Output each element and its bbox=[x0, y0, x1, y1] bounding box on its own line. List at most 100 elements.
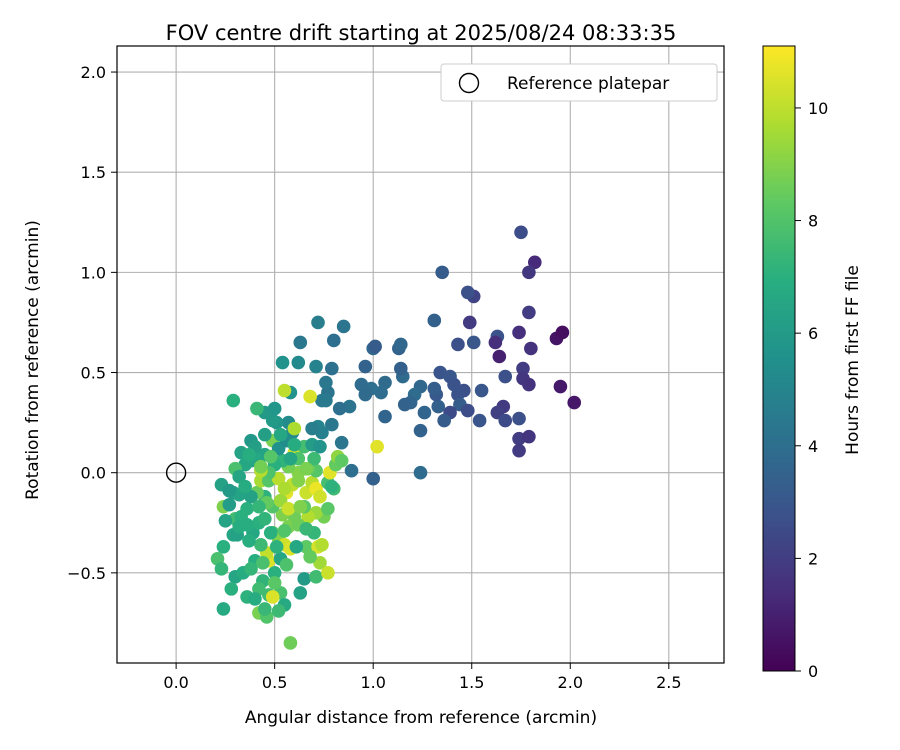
colorbar-tick-label: 10 bbox=[808, 99, 828, 118]
points-layer bbox=[165, 225, 582, 650]
y-tick-label: 0.5 bbox=[81, 364, 106, 383]
data-point bbox=[451, 337, 465, 352]
x-tick-label: 2.5 bbox=[656, 673, 681, 692]
data-point bbox=[354, 377, 369, 392]
data-point bbox=[313, 439, 327, 454]
x-tick-label: 2.0 bbox=[558, 673, 583, 692]
grid bbox=[117, 46, 724, 663]
data-point bbox=[283, 451, 298, 466]
data-point bbox=[332, 401, 347, 416]
data-point bbox=[226, 393, 241, 408]
data-point bbox=[263, 525, 278, 540]
data-point bbox=[299, 521, 313, 536]
data-point bbox=[254, 459, 268, 474]
x-tick-label: 1.0 bbox=[360, 673, 385, 692]
data-point bbox=[269, 540, 284, 554]
data-point bbox=[358, 359, 373, 374]
data-point bbox=[492, 349, 507, 364]
data-point bbox=[265, 590, 280, 604]
data-point bbox=[334, 453, 349, 468]
data-point bbox=[250, 401, 264, 416]
data-point bbox=[460, 285, 475, 300]
data-point bbox=[393, 361, 408, 376]
data-point bbox=[271, 471, 286, 486]
colorbar-tick-label: 2 bbox=[808, 549, 818, 568]
data-point bbox=[293, 586, 308, 600]
data-point bbox=[321, 501, 335, 516]
data-point bbox=[326, 333, 341, 348]
data-point bbox=[522, 377, 536, 392]
data-point bbox=[258, 427, 272, 442]
data-point bbox=[427, 381, 442, 396]
colorbar-ticks: 0 2 4 6 8 10 bbox=[795, 99, 828, 681]
data-point bbox=[283, 636, 298, 650]
data-point bbox=[242, 447, 256, 462]
data-point bbox=[417, 405, 432, 420]
data-point bbox=[315, 538, 329, 552]
data-point bbox=[248, 592, 262, 606]
data-point bbox=[287, 421, 302, 436]
data-point bbox=[305, 421, 319, 436]
y-tick-label: 0.0 bbox=[81, 464, 106, 483]
legend-label: Reference platepar bbox=[507, 74, 669, 94]
data-point bbox=[273, 427, 288, 442]
data-point bbox=[553, 379, 568, 394]
data-point bbox=[311, 315, 325, 330]
data-point bbox=[334, 435, 349, 450]
data-point bbox=[344, 463, 359, 478]
data-point bbox=[522, 305, 536, 320]
data-point bbox=[218, 513, 233, 528]
legend: Reference platepar bbox=[440, 63, 718, 102]
data-point bbox=[512, 443, 526, 458]
data-point bbox=[319, 375, 333, 390]
colorbar-gradient bbox=[762, 45, 796, 672]
data-point bbox=[293, 335, 308, 350]
data-point bbox=[309, 359, 323, 374]
data-point bbox=[275, 355, 290, 370]
data-point bbox=[297, 572, 312, 586]
x-tick-label: 0.0 bbox=[163, 673, 188, 692]
data-point bbox=[240, 517, 254, 532]
data-point bbox=[307, 451, 321, 466]
colorbar-tick-label: 0 bbox=[808, 662, 818, 681]
data-point bbox=[258, 602, 272, 616]
data-point bbox=[291, 355, 306, 370]
plot-frame bbox=[116, 45, 725, 664]
data-point bbox=[277, 523, 292, 538]
reference-marker bbox=[165, 462, 187, 483]
data-point bbox=[462, 315, 477, 330]
colorbar-label: Hours from first FF file bbox=[843, 265, 863, 455]
colorbar-tick-label: 6 bbox=[808, 324, 818, 343]
data-point bbox=[370, 439, 384, 454]
data-point bbox=[366, 471, 381, 486]
data-point bbox=[263, 449, 278, 464]
data-point bbox=[336, 319, 351, 334]
data-point bbox=[498, 413, 513, 428]
data-point bbox=[267, 576, 282, 590]
data-point bbox=[413, 465, 428, 480]
data-point bbox=[315, 393, 329, 408]
x-tick-label: 0.5 bbox=[262, 673, 287, 692]
data-point bbox=[265, 413, 280, 428]
x-axis: 0.0 0.5 1.0 1.5 2.0 2.5 bbox=[163, 663, 682, 692]
data-point bbox=[232, 469, 246, 484]
x-axis-label: Angular distance from reference (arcmin) bbox=[245, 708, 597, 728]
data-point bbox=[287, 437, 302, 452]
y-tick-label: −0.5 bbox=[67, 564, 106, 583]
data-point bbox=[252, 499, 266, 514]
data-point bbox=[460, 403, 475, 418]
data-point bbox=[393, 337, 408, 352]
data-point bbox=[435, 265, 449, 280]
data-point bbox=[325, 417, 339, 432]
legend-box bbox=[440, 63, 718, 102]
colorbar-tick-label: 4 bbox=[808, 437, 818, 456]
data-point bbox=[427, 313, 442, 328]
data-point bbox=[299, 461, 313, 476]
data-point bbox=[498, 369, 513, 384]
data-point bbox=[277, 383, 292, 398]
data-point bbox=[279, 558, 294, 572]
data-point bbox=[447, 377, 461, 392]
data-point bbox=[303, 389, 317, 404]
data-point bbox=[313, 556, 327, 570]
